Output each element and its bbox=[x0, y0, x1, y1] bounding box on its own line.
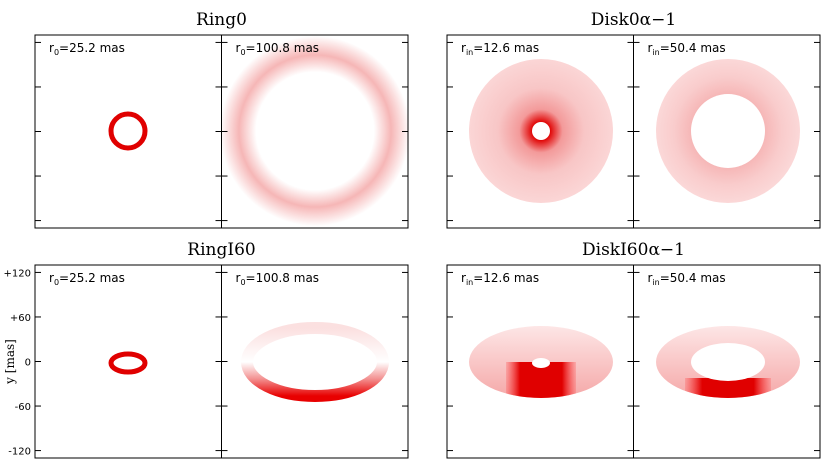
panel-title: RingI60 bbox=[187, 240, 255, 260]
label-text: =100.8 mas bbox=[246, 271, 320, 285]
panel-title: DiskI60α−1 bbox=[582, 240, 685, 260]
label-symbol: r bbox=[236, 41, 241, 55]
label-text: =50.4 mas bbox=[660, 271, 726, 285]
images bbox=[108, 36, 800, 402]
disk-hole bbox=[532, 122, 550, 140]
label-symbol: r bbox=[49, 41, 54, 55]
panel-label: rin=12.6 mas bbox=[461, 41, 539, 57]
ring-image bbox=[108, 351, 148, 375]
y-axis-label: y [mas] bbox=[3, 339, 17, 385]
label-text: =100.8 mas bbox=[246, 41, 320, 55]
label-symbol: r bbox=[648, 271, 653, 285]
disk-hole bbox=[691, 94, 765, 168]
disk-hole bbox=[691, 343, 765, 381]
label-text: =12.6 mas bbox=[473, 41, 539, 55]
label-symbol: r bbox=[461, 41, 466, 55]
label-subscript: 0 bbox=[54, 48, 59, 57]
y-tick-label: -60 bbox=[15, 402, 31, 413]
panel-title: Ring0 bbox=[196, 10, 247, 30]
label-symbol: r bbox=[236, 271, 241, 285]
ring-image bbox=[220, 36, 410, 226]
y-tick-label: +120 bbox=[4, 268, 31, 279]
label-subscript: 0 bbox=[54, 278, 59, 287]
panel-label: r0=100.8 mas bbox=[236, 41, 320, 57]
disk-hole bbox=[532, 358, 550, 368]
label-symbol: r bbox=[49, 271, 54, 285]
y-tick-label: 0 bbox=[25, 358, 31, 369]
panel-label: r0=25.2 mas bbox=[49, 41, 125, 57]
panel-label: r0=100.8 mas bbox=[236, 271, 320, 287]
label-subscript: in bbox=[652, 48, 659, 57]
y-tick-label: -120 bbox=[8, 447, 31, 458]
label-symbol: r bbox=[648, 41, 653, 55]
label-text: =12.6 mas bbox=[473, 271, 539, 285]
label-subscript: in bbox=[466, 48, 473, 57]
panel-label: rin=50.4 mas bbox=[648, 41, 726, 57]
panel-label: rin=50.4 mas bbox=[648, 271, 726, 287]
label-symbol: r bbox=[461, 271, 466, 285]
label-subscript: 0 bbox=[240, 48, 245, 57]
ring-image bbox=[241, 322, 389, 402]
panel-label: rin=12.6 mas bbox=[461, 271, 539, 287]
label-text: =50.4 mas bbox=[660, 41, 726, 55]
ring-image bbox=[108, 111, 148, 151]
panel-title: Disk0α−1 bbox=[591, 10, 676, 30]
panel-label: r0=25.2 mas bbox=[49, 271, 125, 287]
label-subscript: 0 bbox=[240, 278, 245, 287]
label-text: =25.2 mas bbox=[59, 271, 125, 285]
label-subscript: in bbox=[652, 278, 659, 287]
disk-bright bbox=[685, 378, 771, 398]
label-subscript: in bbox=[466, 278, 473, 287]
label-text: =25.2 mas bbox=[59, 41, 125, 55]
y-tick-label: +60 bbox=[10, 313, 31, 324]
